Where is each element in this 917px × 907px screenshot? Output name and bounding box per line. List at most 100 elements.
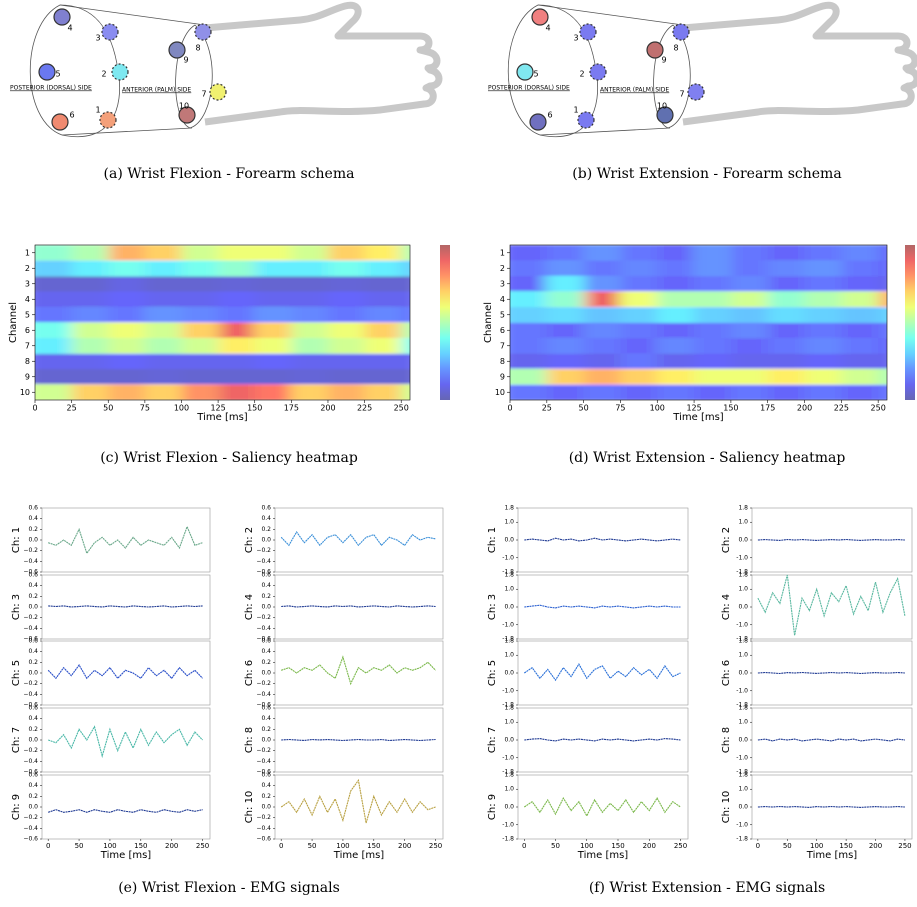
heatmap-cell — [731, 307, 768, 323]
y-tick-label: −0.2 — [256, 747, 271, 754]
x-tick-label: 250 — [674, 842, 687, 850]
y-tick-label: 0.0 — [738, 537, 748, 544]
y-axis-label: Ch: 2 — [244, 527, 255, 553]
x-tick-label: 150 — [839, 842, 852, 850]
y-tick-label: −0.4 — [256, 758, 271, 765]
heatmap-cell — [694, 369, 731, 385]
x-tick-label: 0 — [756, 842, 760, 850]
y-tick-label: −0.2 — [23, 814, 38, 821]
heatmap-cell — [547, 385, 584, 401]
heatmap-cell — [181, 338, 218, 354]
heatmap-cell — [218, 307, 255, 323]
schema-label: POSTERIOR (DORSAL) SIDE — [10, 85, 92, 92]
forearm-drawing — [30, 5, 439, 137]
heatmap-cell — [255, 276, 292, 292]
heatmap-cell — [255, 385, 292, 401]
heatmap-cell — [694, 307, 731, 323]
caption: (e) Wrist Flexion - EMG signals — [118, 880, 340, 896]
heatmap-cell — [218, 292, 255, 308]
heatmap-cell — [584, 385, 621, 401]
y-tick-label: 0.2 — [261, 526, 271, 533]
x-tick-label: 100 — [103, 842, 116, 850]
electrode — [578, 112, 594, 128]
x-tick-label: 75 — [615, 404, 625, 413]
heatmap-cell — [291, 338, 328, 354]
y-tick-label: −0.4 — [256, 625, 271, 632]
heatmap-cell — [255, 354, 292, 370]
heatmap-cell — [145, 385, 182, 401]
y-axis-label: Channel — [483, 302, 494, 343]
electrode — [112, 64, 128, 80]
y-tick-label: 1.0 — [504, 719, 514, 726]
y-tick-label: -1.0 — [736, 554, 748, 561]
heatmap-cell — [768, 261, 805, 277]
electrode — [517, 64, 533, 80]
y-tick-label: −0.2 — [256, 680, 271, 687]
heatmap-cell — [401, 292, 420, 308]
y-axis-label: Ch: 5 — [487, 660, 498, 686]
y-tick-label: 0.4 — [261, 715, 271, 722]
heatmap-cell — [805, 323, 842, 339]
heatmap-cell — [218, 354, 255, 370]
electrode-label: 9 — [183, 56, 188, 65]
heatmap-cell — [620, 323, 657, 339]
heatmap-cell — [878, 369, 897, 385]
y-tick-label: 1.8 — [504, 772, 514, 779]
heatmap-cell — [145, 292, 182, 308]
y-axis-label: Ch: 1 — [487, 527, 498, 553]
heatmap-cell — [181, 354, 218, 370]
x-tick-label: 225 — [834, 404, 849, 413]
heatmap-cell — [841, 292, 878, 308]
heatmap-cell — [328, 354, 365, 370]
x-tick-label: 200 — [165, 842, 178, 850]
heatmap-cell — [547, 323, 584, 339]
y-tick-label: 0.4 — [28, 582, 38, 589]
y-tick-label: 0.2 — [28, 793, 38, 800]
electrode-label: 2 — [579, 70, 584, 79]
x-tick-label: 150 — [367, 842, 380, 850]
heatmap-cell — [878, 338, 897, 354]
heatmap-cell — [805, 245, 842, 261]
y-tick-label: -1.0 — [502, 821, 514, 828]
heatmap-cell — [218, 261, 255, 277]
y-tick-label: 5 — [500, 310, 505, 319]
x-tick-label: 0 — [279, 842, 283, 850]
schema-label: ANTERIOR (PALM) SIDE — [600, 87, 669, 94]
y-tick-label: 1.8 — [504, 505, 514, 512]
y-tick-label: 0.0 — [504, 737, 514, 744]
heatmap-cell — [108, 276, 145, 292]
y-axis-label: Ch: 3 — [11, 594, 22, 620]
heatmap-cell — [620, 369, 657, 385]
y-tick-label: 0.2 — [28, 659, 38, 666]
y-tick-label: 9 — [25, 372, 30, 381]
schema-label: ANTERIOR (PALM) SIDE — [122, 87, 191, 94]
y-tick-label: 0.2 — [261, 593, 271, 600]
y-tick-label: 9 — [500, 372, 505, 381]
heatmap-cell — [547, 369, 584, 385]
heatmap-cell — [878, 276, 897, 292]
y-tick-label: 1.0 — [738, 652, 748, 659]
heatmap-cell — [181, 385, 218, 401]
x-tick-label: 150 — [611, 842, 624, 850]
y-tick-label: 6 — [500, 326, 505, 335]
heatmap-cell — [108, 369, 145, 385]
y-tick-label: 1.0 — [504, 786, 514, 793]
heatmap-cell — [805, 292, 842, 308]
x-tick-label: 250 — [394, 404, 409, 413]
y-tick-label: 0.6 — [28, 772, 38, 779]
heatmap-cell — [584, 276, 621, 292]
y-tick-label: 1.0 — [738, 519, 748, 526]
heatmap-cell — [694, 338, 731, 354]
heatmap-cell — [768, 385, 805, 401]
heatmap-cell — [620, 292, 657, 308]
heatmap-cell — [365, 354, 402, 370]
heatmap-cell — [584, 245, 621, 261]
y-tick-label: 6 — [25, 326, 30, 335]
y-axis-label: Ch: 4 — [721, 594, 732, 620]
y-tick-label: 0.0 — [738, 804, 748, 811]
y-tick-label: -1.0 — [502, 754, 514, 761]
x-tick-label: 100 — [810, 842, 823, 850]
y-tick-label: −0.4 — [23, 625, 38, 632]
heatmap — [500, 245, 898, 401]
caption: (f) Wrist Extension - EMG signals — [589, 880, 825, 896]
